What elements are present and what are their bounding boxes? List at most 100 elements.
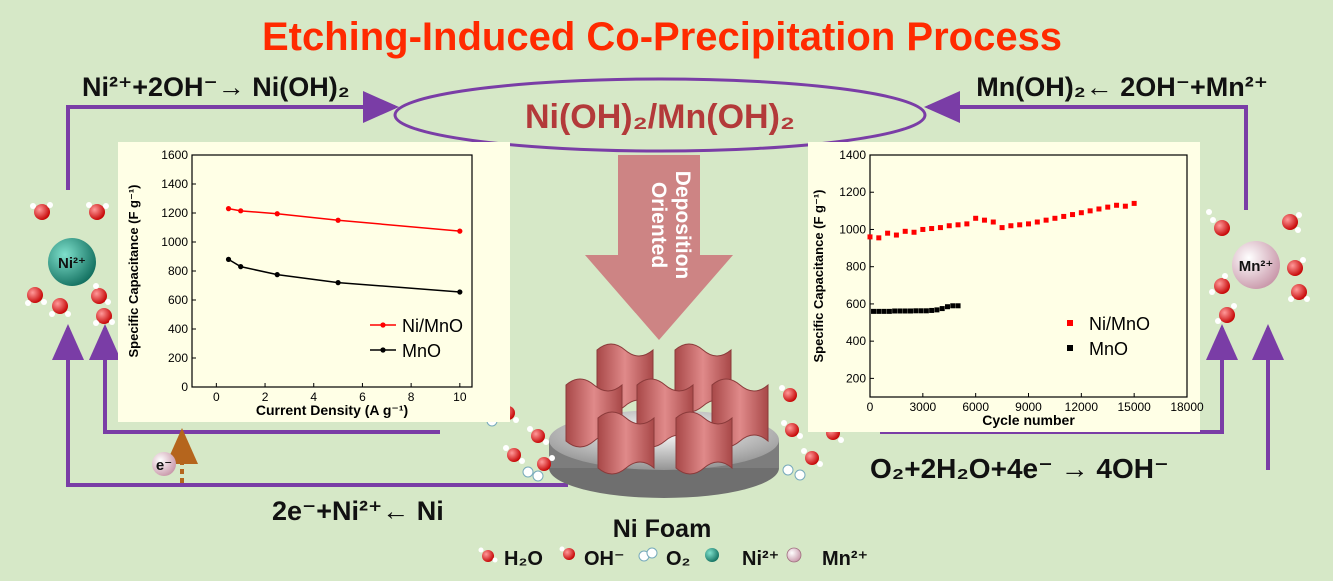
legend-manganese-label: Mn²⁺ bbox=[822, 548, 868, 570]
ni-foam-substrate: Ni Foam bbox=[549, 343, 779, 543]
x-tick-label: 10 bbox=[453, 390, 467, 404]
x-tick-label: 4 bbox=[310, 390, 317, 404]
y-axis-label: Specific Capacitance (F g⁻¹) bbox=[811, 189, 826, 362]
data-point bbox=[876, 308, 882, 314]
data-point bbox=[892, 308, 898, 314]
data-point bbox=[1052, 215, 1058, 221]
water-molecule-icon bbox=[779, 385, 797, 402]
data-point bbox=[225, 206, 232, 212]
y-tick-label: 1200 bbox=[161, 206, 188, 220]
cycling-chart-panel bbox=[808, 142, 1200, 432]
nickel-oxidation-reaction: 2e⁻+Ni²⁺← Ni bbox=[272, 496, 444, 526]
oxygen-icon bbox=[638, 547, 658, 562]
water-molecule-icon bbox=[503, 445, 525, 464]
legend-nickel-label: Ni²⁺ bbox=[742, 548, 779, 570]
x-axis-label: Current Density (A g⁻¹) bbox=[256, 402, 408, 418]
data-point bbox=[1026, 221, 1031, 227]
nickel-ion-cluster: Ni²⁺ bbox=[25, 202, 115, 326]
water-molecule-icon bbox=[25, 287, 47, 306]
water-molecule-icon bbox=[1206, 209, 1230, 236]
diagram-title: Etching-Induced Co-Precipitation Process bbox=[262, 15, 1062, 59]
data-point bbox=[950, 303, 956, 309]
x-tick-label: 2 bbox=[262, 390, 269, 404]
x-tick-label: 0 bbox=[213, 390, 220, 404]
water-molecule-icon bbox=[527, 426, 549, 445]
data-point bbox=[1122, 203, 1128, 209]
y-tick-label: 200 bbox=[846, 371, 866, 385]
data-point bbox=[1043, 217, 1049, 223]
x-tick-label: 18000 bbox=[1170, 400, 1204, 414]
water-molecule-icon bbox=[801, 448, 823, 467]
water-molecule-icon bbox=[1209, 273, 1230, 295]
data-point bbox=[335, 280, 341, 286]
y-tick-label: 1400 bbox=[839, 148, 866, 162]
hydroxide-icon bbox=[559, 546, 575, 560]
x-tick-label: 8 bbox=[408, 390, 415, 404]
data-point bbox=[911, 229, 917, 235]
x-tick-label: 9000 bbox=[1015, 400, 1042, 414]
legend-oxygen-label: O₂ bbox=[666, 548, 690, 570]
x-tick-label: 15000 bbox=[1117, 400, 1151, 414]
data-point bbox=[1105, 204, 1111, 210]
data-point bbox=[886, 308, 892, 314]
data-point bbox=[1008, 223, 1014, 229]
x-tick-label: 6000 bbox=[962, 400, 989, 414]
data-point bbox=[238, 264, 244, 270]
legend-label: MnO bbox=[1089, 339, 1128, 359]
y-tick-label: 600 bbox=[168, 293, 188, 307]
rate-chart-panel bbox=[118, 142, 510, 422]
nickel-ion-icon bbox=[705, 548, 719, 562]
data-point bbox=[934, 307, 940, 313]
oxygen-reduction-reaction: O₂+2H₂O+4e⁻ → 4OH⁻ bbox=[870, 453, 1169, 484]
water-molecule-icon bbox=[1288, 284, 1310, 302]
legend-marker bbox=[380, 347, 386, 353]
water-molecule-icon bbox=[93, 308, 115, 326]
legend-marker bbox=[380, 322, 386, 328]
data-point bbox=[913, 308, 919, 314]
data-point bbox=[1017, 222, 1023, 228]
bottom-legend: H₂O OH⁻ O₂ Ni²⁺ Mn²⁺ bbox=[478, 546, 868, 570]
data-point bbox=[964, 221, 970, 227]
water-molecule-icon bbox=[781, 420, 803, 439]
deposition-label-line2: Deposition bbox=[671, 171, 694, 280]
water-molecule-icon bbox=[1287, 257, 1306, 276]
data-point bbox=[876, 235, 882, 241]
data-point bbox=[238, 208, 244, 214]
cycling-stability-chart: 0 3000 6000 9000 12000 15000 18000 200 400 600 800… bbox=[811, 148, 1204, 428]
legend-marker bbox=[1067, 345, 1073, 351]
data-point bbox=[939, 306, 945, 312]
water-molecule-icon bbox=[86, 202, 109, 220]
data-point bbox=[893, 232, 899, 238]
data-point bbox=[944, 304, 950, 310]
data-point bbox=[908, 308, 914, 314]
manganese-ion-icon bbox=[786, 547, 802, 563]
data-point bbox=[929, 307, 935, 313]
y-tick-label: 400 bbox=[168, 322, 188, 336]
water-molecule-icon bbox=[91, 283, 111, 305]
electron-icon bbox=[152, 452, 176, 476]
y-tick-label: 800 bbox=[168, 264, 188, 278]
y-tick-label: 1400 bbox=[161, 177, 188, 191]
data-point bbox=[999, 225, 1005, 231]
data-point bbox=[923, 308, 929, 314]
data-point bbox=[929, 226, 935, 232]
water-molecule-icon bbox=[1215, 303, 1237, 324]
data-point bbox=[885, 230, 891, 236]
data-point bbox=[1034, 219, 1040, 225]
data-point bbox=[946, 223, 952, 229]
data-point bbox=[1070, 212, 1076, 218]
legend-label: MnO bbox=[402, 341, 441, 361]
water-molecule-icon bbox=[478, 547, 498, 563]
oxygen-icon bbox=[782, 464, 806, 481]
data-point bbox=[902, 228, 908, 234]
data-point bbox=[881, 308, 887, 314]
nickel-hydroxide-reaction: Ni²⁺+2OH⁻→ Ni(OH)₂ bbox=[82, 72, 350, 102]
data-point bbox=[1131, 200, 1137, 206]
product-label: Ni(OH)₂/Mn(OH)₂ bbox=[525, 98, 795, 136]
oriented-deposition-arrow: Oriented Deposition bbox=[585, 155, 733, 340]
data-point bbox=[274, 211, 280, 217]
data-point bbox=[1087, 208, 1093, 214]
deposition-label-line1: Oriented bbox=[647, 182, 670, 268]
nickel-ion-label: Ni²⁺ bbox=[58, 255, 86, 272]
